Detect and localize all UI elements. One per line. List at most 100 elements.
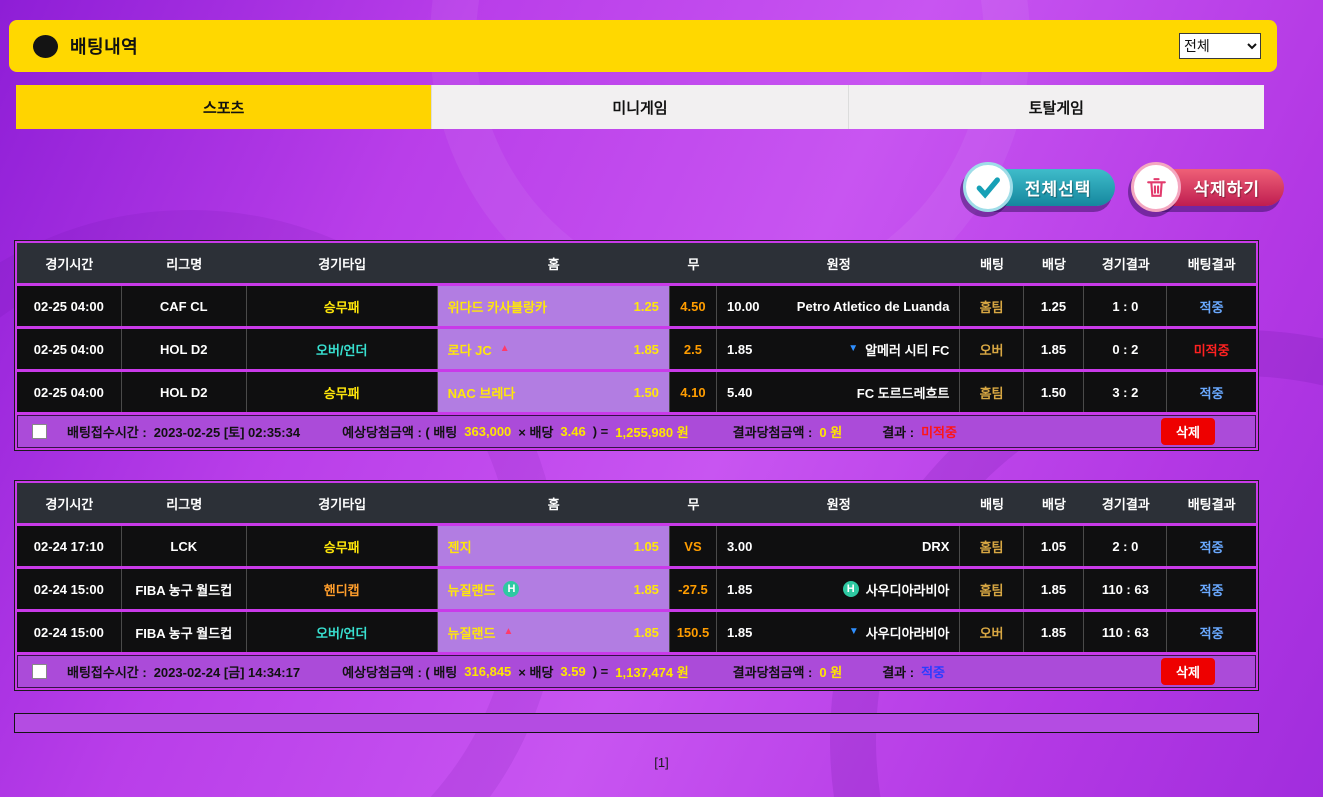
cell-home-pick[interactable]: 뉴질랜드 H 1.85: [437, 569, 670, 609]
cell-away: 1.85 ▼ 사우디아라비아: [717, 612, 961, 652]
table-row: 02-25 04:00 CAF CL 승무패 위다드 카사블랑카 1.25 4.…: [17, 286, 1256, 326]
col-draw: 무: [687, 256, 700, 272]
tab-bar: 스포츠 미니게임 토탈게임: [16, 85, 1264, 129]
cell-game-time: 02-24 15:00: [17, 612, 122, 652]
cell-league: FIBA 농구 월드컵: [121, 569, 247, 609]
cell-away: 3.00 DRX: [717, 526, 961, 566]
home-team-name: 뉴질랜드: [447, 625, 496, 641]
bet-slip-table-2: 경기시간 리그명 경기타입 홈 무 원정 배팅 배당 경기결과 배팅결과 02-…: [14, 480, 1259, 691]
col-league: 리그명: [166, 496, 203, 512]
cell-game-time: 02-24 15:00: [17, 569, 122, 609]
receipt-time-label: 배팅접수시간 :: [67, 665, 147, 680]
col-bet: 배팅: [980, 256, 1004, 272]
expected-total: 1,137,474 원: [615, 665, 689, 680]
page-title: 배팅내역: [70, 37, 139, 57]
receipt-time-value: 2023-02-24 [금] 14:34:17: [153, 665, 301, 680]
handicap-icon: H: [842, 581, 859, 597]
cell-home-pick[interactable]: 로다 JC ▲ 1.85: [437, 329, 670, 369]
cell-league: CAF CL: [121, 286, 247, 326]
away-odds: 5.40: [727, 384, 753, 400]
home-team-name: 젠지: [447, 539, 472, 555]
cell-away: 5.40 FC 도르드레흐트: [717, 372, 961, 412]
away-odds: 1.85: [727, 624, 753, 640]
away-odds: 1.85: [727, 341, 753, 357]
home-odds: 1.85: [633, 581, 659, 597]
over-triangle-icon: ▲: [503, 626, 514, 637]
col-odds: 배당: [1042, 496, 1066, 512]
cell-score: 2 : 0: [1084, 526, 1168, 566]
times-odds-label: × 배당: [518, 425, 554, 440]
cell-game-type: 오버/언더: [246, 612, 438, 652]
away-odds: 10.00: [727, 298, 760, 314]
table-row: 02-25 04:00 HOL D2 오버/언더 로다 JC ▲ 1.85 2.…: [17, 329, 1256, 369]
cell-odds: 1.85: [1023, 329, 1085, 369]
checkmark-icon: [962, 162, 1013, 212]
cell-bet-result: 적중: [1167, 286, 1256, 326]
cell-score: 110 : 63: [1084, 569, 1168, 609]
cell-draw-odds: -27.5: [669, 569, 717, 609]
times-odds-label: × 배당: [518, 665, 554, 680]
cell-home-pick[interactable]: 위다드 카사블랑카 1.25: [437, 286, 670, 326]
away-odds: 1.85: [727, 581, 753, 597]
cell-odds: 1.50: [1023, 372, 1085, 412]
delete-slip-button[interactable]: 삭제: [1161, 658, 1215, 685]
table-row: 02-24 17:10 LCK 승무패 젠지 1.05 VS 3.00 DRX …: [17, 526, 1256, 566]
receipt-time-value: 2023-02-25 [토] 02:35:34: [153, 425, 301, 440]
col-away: 원정: [826, 496, 851, 512]
col-bet-result: 배팅결과: [1187, 496, 1236, 512]
cell-bet-pick: 홈팀: [960, 526, 1024, 566]
table-row: 02-24 15:00 FIBA 농구 월드컵 오버/언더 뉴질랜드 ▲ 1.8…: [17, 612, 1256, 652]
col-bet: 배팅: [980, 496, 1004, 512]
equals-label: ) =: [592, 664, 609, 679]
result-amount-label: 결과당첨금액 :: [732, 425, 813, 440]
cell-score: 1 : 0: [1084, 286, 1168, 326]
slip-summary-bar: 배팅접수시간 : 2023-02-24 [금] 14:34:17 예상당첨금액 …: [17, 655, 1256, 688]
tab-sports[interactable]: 스포츠: [16, 85, 432, 129]
away-team-name: Petro Atletico de Luanda: [796, 298, 950, 314]
slip-checkbox[interactable]: [32, 664, 47, 679]
home-odds: 1.05: [633, 538, 659, 554]
cell-home-pick[interactable]: 뉴질랜드 ▲ 1.85: [437, 612, 670, 652]
cell-bet-pick: 홈팀: [960, 372, 1024, 412]
cell-bet-result: 적중: [1167, 526, 1256, 566]
slip-result: 적중: [921, 665, 945, 680]
slip-summary-bar: 배팅접수시간 : 2023-02-25 [토] 02:35:34 예상당첨금액 …: [17, 415, 1256, 448]
cell-score: 0 : 2: [1084, 329, 1168, 369]
cell-bet-result: 미적중: [1167, 329, 1256, 369]
cell-home-pick[interactable]: 젠지 1.05: [437, 526, 670, 566]
page-number-1[interactable]: [1]: [654, 755, 669, 770]
cell-home-pick[interactable]: NAC 브레다 1.50: [437, 372, 670, 412]
cell-draw-odds: 4.50: [669, 286, 717, 326]
table-header: 경기시간 리그명 경기타입 홈 무 원정 배팅 배당 경기결과 배팅결과: [17, 483, 1256, 523]
delete-slip-button[interactable]: 삭제: [1161, 418, 1215, 445]
filter-select[interactable]: 전체: [1179, 33, 1261, 59]
empty-list-bar: [14, 713, 1259, 733]
home-team-name: 뉴질랜드: [447, 582, 496, 598]
cell-game-type: 승무패: [246, 286, 438, 326]
expected-win-label: 예상당첨금액 : ( 배팅: [342, 425, 458, 440]
away-team-name: 사우디아라비아: [865, 582, 950, 598]
tab-minigame[interactable]: 미니게임: [431, 85, 848, 129]
tab-totalgame[interactable]: 토탈게임: [847, 85, 1264, 129]
cell-draw-odds: VS: [669, 526, 717, 566]
slip-checkbox[interactable]: [32, 424, 47, 439]
title-bar: 배팅내역 전체: [9, 20, 1277, 72]
cell-game-time: 02-25 04:00: [17, 372, 122, 412]
delete-all-button[interactable]: 삭제하기: [1131, 162, 1284, 212]
trash-icon: [1131, 162, 1182, 212]
cell-bet-pick: 오버: [960, 329, 1024, 369]
away-team-name: 사우디아라비아: [865, 625, 950, 641]
under-triangle-icon: ▼: [848, 626, 859, 637]
home-team-name: 위다드 카사블랑카: [447, 299, 547, 315]
col-game-type: 경기타입: [318, 256, 367, 272]
cell-bet-pick: 홈팀: [960, 286, 1024, 326]
cell-game-type: 오버/언더: [246, 329, 438, 369]
result-amount: 0 원: [819, 425, 843, 440]
expected-total: 1,255,980 원: [615, 425, 689, 440]
select-all-button[interactable]: 전체선택: [962, 162, 1116, 212]
col-away: 원정: [826, 256, 851, 272]
cell-away: 10.00 Petro Atletico de Luanda: [717, 286, 961, 326]
col-home: 홈: [547, 496, 560, 512]
bet-amount: 316,845: [464, 664, 512, 679]
